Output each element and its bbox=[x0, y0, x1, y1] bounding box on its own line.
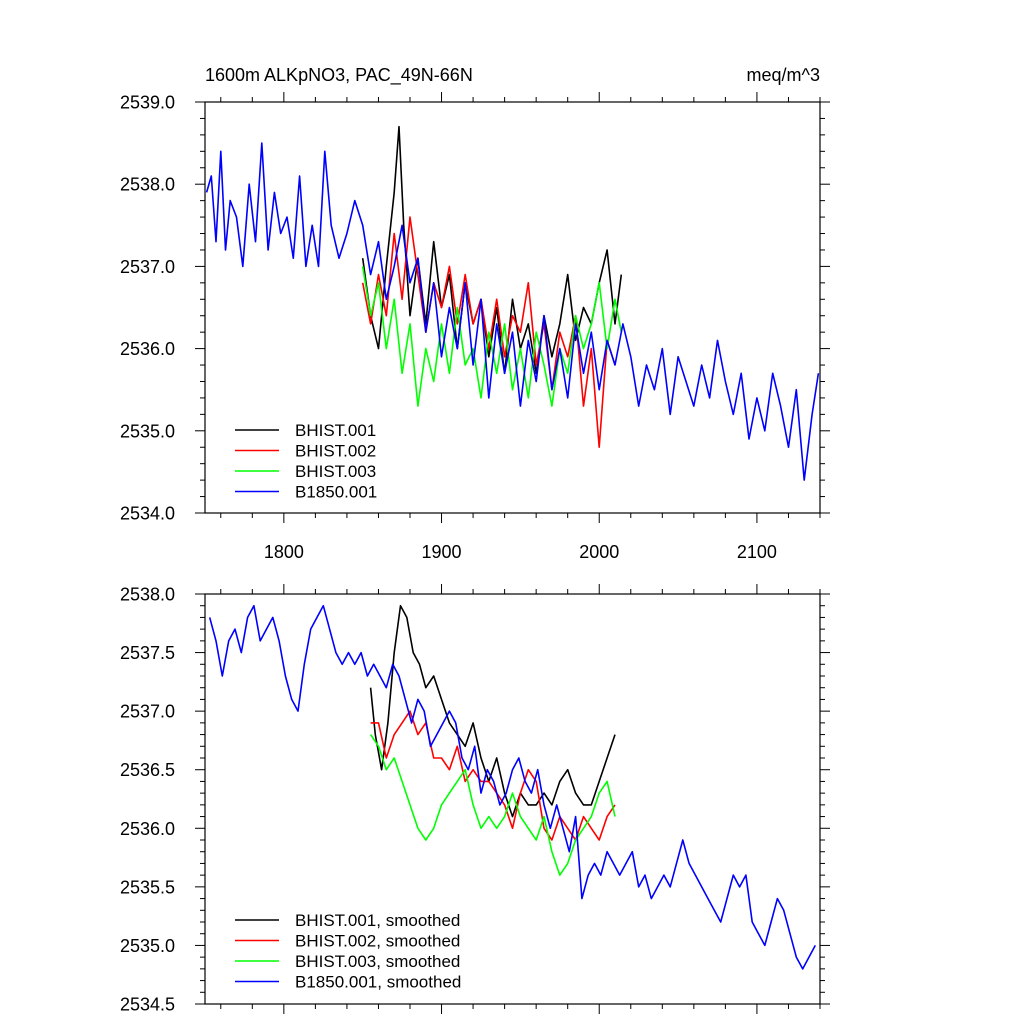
x-tick-label: 2000 bbox=[579, 542, 619, 562]
chart-title-right: meq/m^3 bbox=[747, 65, 820, 85]
bottom-chart-panel: 2534.5 2535.0 2535.5 2536.0 2536.5 2537.0 2537… bbox=[120, 584, 830, 1015]
series-group bbox=[205, 125, 820, 481]
series-line-b1850-001 bbox=[205, 142, 820, 481]
top-chart-panel: 2534.0 2535.0 2536.0 2537.0 2538.0 2539.0 1800… bbox=[120, 65, 830, 562]
y-tick-label: 2535.0 bbox=[120, 936, 175, 956]
x-tick-label: 2100 bbox=[737, 542, 777, 562]
plot-frame bbox=[204, 101, 821, 514]
chart-title-left: 1600m ALKpNO3, PAC_49N-66N bbox=[205, 65, 473, 86]
x-tick-label: 1800 bbox=[264, 542, 304, 562]
series-line-bhist-002-smoothed bbox=[370, 710, 616, 841]
legend-label-b1850-001: B1850.001 bbox=[295, 483, 377, 502]
series-line-bhist-001 bbox=[361, 125, 623, 375]
legend-label-b1850-001-smoothed: B1850.001, smoothed bbox=[295, 973, 461, 992]
y-tick-label: 2537.5 bbox=[120, 643, 175, 663]
y-tick-label: 2534.5 bbox=[120, 995, 175, 1015]
legend-label-bhist-001-smoothed: BHIST.001, smoothed bbox=[295, 911, 460, 930]
x-tick-label: 1900 bbox=[422, 542, 462, 562]
y-tick-label: 2536.0 bbox=[120, 819, 175, 839]
series-line-bhist-003-smoothed bbox=[369, 734, 616, 876]
legend-label-bhist-002-smoothed: BHIST.002, smoothed bbox=[295, 932, 460, 951]
legend: BHIST.001, smoothed BHIST.002, smoothedBH… bbox=[235, 911, 461, 992]
series-group bbox=[208, 604, 817, 970]
y-tick-label: 2538.0 bbox=[120, 585, 175, 605]
y-tick-label: 2537.0 bbox=[120, 257, 175, 277]
legend-label-bhist-002: BHIST.002 bbox=[295, 442, 376, 461]
y-tick-label: 2537.0 bbox=[120, 702, 175, 722]
y-tick-label: 2536.0 bbox=[120, 339, 175, 359]
series-line-bhist-003 bbox=[361, 266, 623, 407]
legend-label-bhist-001: BHIST.001 bbox=[295, 421, 376, 440]
legend-label-bhist-003: BHIST.003 bbox=[295, 462, 376, 481]
y-tick-label: 2538.0 bbox=[120, 175, 175, 195]
series-line-b1850-001-smoothed bbox=[208, 604, 817, 970]
plot-frame bbox=[204, 593, 821, 1005]
y-tick-label: 2534.0 bbox=[120, 504, 175, 524]
y-tick-label: 2535.0 bbox=[120, 421, 175, 441]
y-tick-label: 2539.0 bbox=[120, 93, 175, 113]
y-tick-label: 2536.5 bbox=[120, 760, 175, 780]
y-tick-label: 2535.5 bbox=[120, 877, 175, 897]
series-line-bhist-001-smoothed bbox=[369, 604, 616, 818]
legend-label-bhist-003-smoothed: BHIST.003, smoothed bbox=[295, 952, 460, 971]
